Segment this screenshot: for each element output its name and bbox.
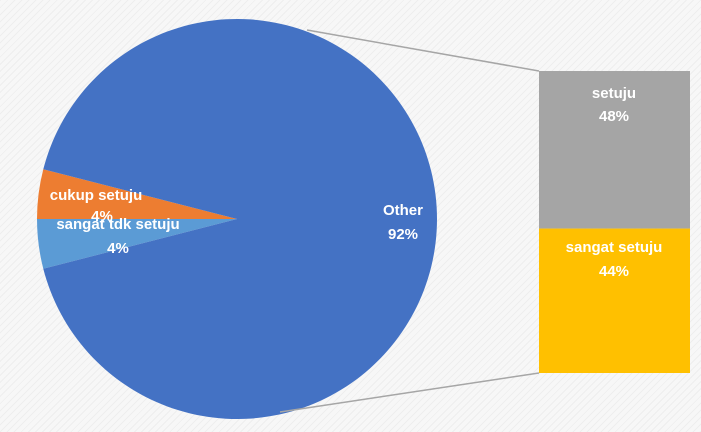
connector-line-bottom: [279, 372, 540, 413]
bar-label-sangat-setuju-value: 44%: [599, 263, 629, 280]
secondary-bar: [539, 71, 690, 373]
bar-segment-sangat-setuju: [539, 228, 690, 373]
pie-label-cukup-setuju-name: cukup setuju: [50, 187, 143, 204]
pie-label-other-value: 92%: [388, 226, 418, 243]
data-labels: Other 92% cukup setuju 4% sangat tdk set…: [50, 85, 663, 280]
pie-label-other-name: Other: [383, 202, 423, 219]
connector-line-top: [306, 29, 540, 72]
pie-slice-cukup-setuju: [37, 169, 237, 219]
bar-label-sangat-setuju-name: sangat setuju: [566, 239, 663, 256]
bar-segment-setuju: [539, 71, 690, 229]
bar-label-setuju-name: setuju: [592, 85, 636, 102]
bar-label-setuju-value: 48%: [599, 108, 629, 125]
pie-label-sangat-tdk-setuju-name: sangat tdk setuju: [56, 216, 179, 233]
pie-slice-other: [43, 18, 438, 420]
pie-slice-sangat-tdk-setuju: [37, 219, 237, 269]
connector-lines: [279, 29, 540, 413]
pie: [37, 18, 438, 420]
pie-label-sangat-tdk-setuju-value: 4%: [107, 240, 129, 257]
pie-label-cukup-setuju-value: 4%: [91, 208, 113, 225]
